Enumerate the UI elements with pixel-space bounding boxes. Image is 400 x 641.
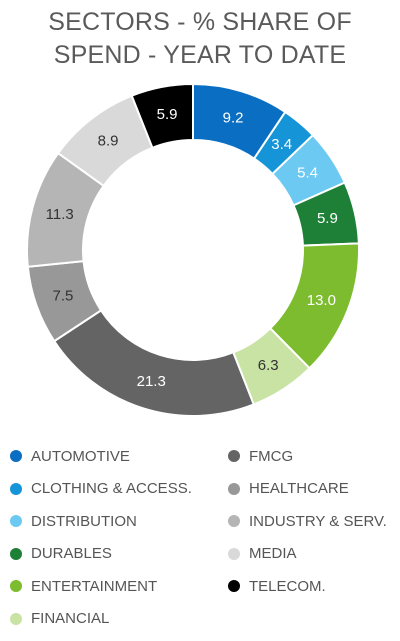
legend-item-industry-serv: INDUSTRY & SERV. (228, 511, 387, 531)
legend-marker (228, 580, 240, 592)
legend-label: INDUSTRY & SERV. (249, 512, 387, 530)
legend-item-financial: FINANCIAL (10, 609, 109, 629)
legend-label: FINANCIAL (31, 610, 110, 627)
legend-marker (10, 482, 22, 495)
legend-item-fmcg: FMCG (228, 446, 293, 466)
legend-label: HEALTHCARE (249, 480, 349, 497)
data-label-media: 8.9 (98, 133, 119, 150)
data-label-entertainment: 13.0 (307, 292, 336, 309)
legend-marker (228, 547, 240, 560)
legend-marker (228, 515, 240, 527)
donut-chart: 9.2 3.4 5.4 5.9 13.0 6.3 21.3 7.5 11.3 8.9 5.9 (26, 82, 360, 417)
legend-item-distribution: DISTRIBUTION (10, 511, 137, 531)
legend-label: TELECOM. (249, 577, 326, 595)
legend-item-media: MEDIA (228, 544, 297, 564)
data-label-industry-serv: 11.3 (46, 206, 74, 223)
legend-label: AUTOMOTIVE (31, 447, 130, 465)
legend-item-entertainment: ENTERTAINMENT (10, 576, 157, 596)
chart-title-line-2: SPEND - YEAR TO DATE (53, 41, 347, 69)
legend-marker (228, 450, 240, 462)
data-label-telecom: 5.9 (157, 106, 178, 123)
slice-telecom (130, 82, 194, 150)
slice-fmcg (52, 309, 256, 417)
chart-legend: AUTOMOTIVE CLOTHING & ACCESS. DISTRIBUTION… (0, 444, 400, 634)
data-label-distribution: 5.4 (297, 165, 318, 182)
legend-marker (10, 547, 22, 560)
legend-label: CLOTHING & ACCESS. (31, 480, 192, 497)
data-label-clothing-access: 3.4 (271, 136, 292, 153)
chart-title-line-1: SECTORS - % SHARE OF (48, 8, 352, 36)
data-label-automotive: 9.2 (223, 109, 244, 126)
data-label-financial: 6.3 (258, 357, 279, 374)
legend-item-healthcare: HEALTHCARE (228, 479, 349, 499)
chart-title: SECTORS - % SHARE OF SPEND - YEAR TO DAT… (0, 6, 400, 72)
legend-marker (10, 515, 22, 527)
legend-label: ENTERTAINMENT (31, 577, 158, 595)
legend-label: DISTRIBUTION (31, 512, 137, 530)
data-label-durables: 5.9 (317, 210, 338, 227)
legend-marker (10, 580, 22, 592)
legend-item-durables: DURABLES (10, 544, 112, 564)
data-label-healthcare: 7.5 (53, 288, 74, 305)
legend-item-clothing-access: CLOTHING & ACCESS. (10, 479, 192, 499)
legend-item-telecom: TELECOM. (228, 576, 326, 596)
legend-marker (10, 612, 22, 625)
donut-chart-area: 9.2 3.4 5.4 5.9 13.0 6.3 21.3 7.5 11.3 8.9 5.9 (0, 80, 400, 420)
legend-item-automotive: AUTOMOTIVE (10, 446, 130, 466)
legend-label: DURABLES (31, 545, 112, 562)
legend-label: MEDIA (249, 545, 297, 562)
legend-marker (228, 482, 240, 495)
legend-marker (10, 450, 22, 462)
legend-label: FMCG (249, 447, 294, 465)
data-label-fmcg: 21.3 (137, 373, 166, 390)
